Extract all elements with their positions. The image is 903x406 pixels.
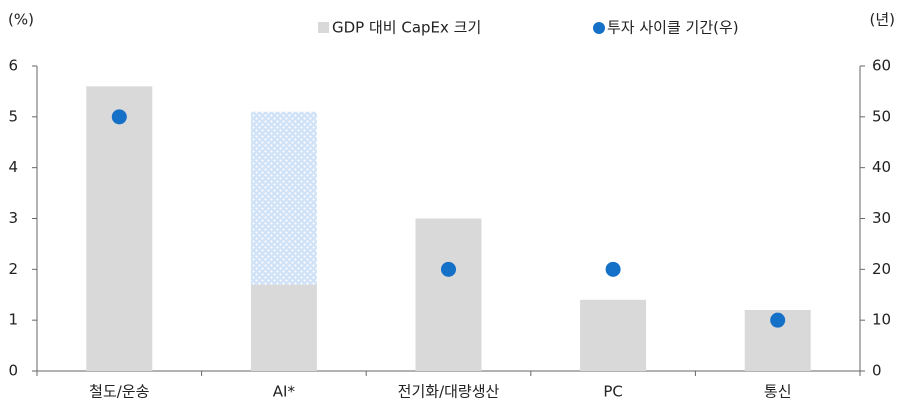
legend-label: GDP 대비 CapEx 크기 — [332, 19, 481, 37]
y-tick-label: 0 — [8, 362, 18, 380]
dot — [111, 109, 127, 125]
dot — [605, 261, 621, 277]
y2-tick-label: 60 — [872, 57, 891, 75]
y-tick-label: 6 — [8, 57, 18, 75]
y2-tick-label: 40 — [872, 158, 891, 176]
x-tick-label: 전기화/대량생산 — [398, 383, 500, 401]
legend-label: 투자 사이클 기간(우) — [607, 19, 739, 37]
y2-tick-label: 20 — [872, 260, 891, 278]
y2-unit: (년) — [869, 11, 895, 29]
y-tick-label: 1 — [8, 311, 18, 329]
legend-swatch — [318, 22, 329, 33]
y-tick-label: 5 — [8, 107, 18, 125]
y-tick-label: 3 — [8, 209, 18, 227]
x-tick-label: 철도/운송 — [89, 383, 149, 401]
legend-swatch — [593, 22, 605, 34]
dot — [770, 312, 786, 328]
y-unit: (%) — [8, 11, 34, 29]
x-tick-label: AI* — [273, 383, 296, 401]
bar — [86, 86, 153, 371]
bar — [580, 299, 647, 371]
y2-tick-label: 50 — [872, 107, 891, 125]
x-tick-label: PC — [603, 383, 623, 401]
dot — [441, 261, 456, 277]
y-tick-label: 2 — [8, 260, 18, 278]
y2-tick-label: 10 — [872, 311, 891, 329]
y2-tick-label: 0 — [872, 362, 882, 380]
bar — [415, 218, 482, 371]
y2-tick-label: 30 — [872, 209, 891, 227]
x-tick-label: 통신 — [764, 383, 792, 401]
bar — [250, 284, 317, 371]
y-tick-label: 4 — [8, 158, 18, 176]
bar — [250, 111, 317, 285]
